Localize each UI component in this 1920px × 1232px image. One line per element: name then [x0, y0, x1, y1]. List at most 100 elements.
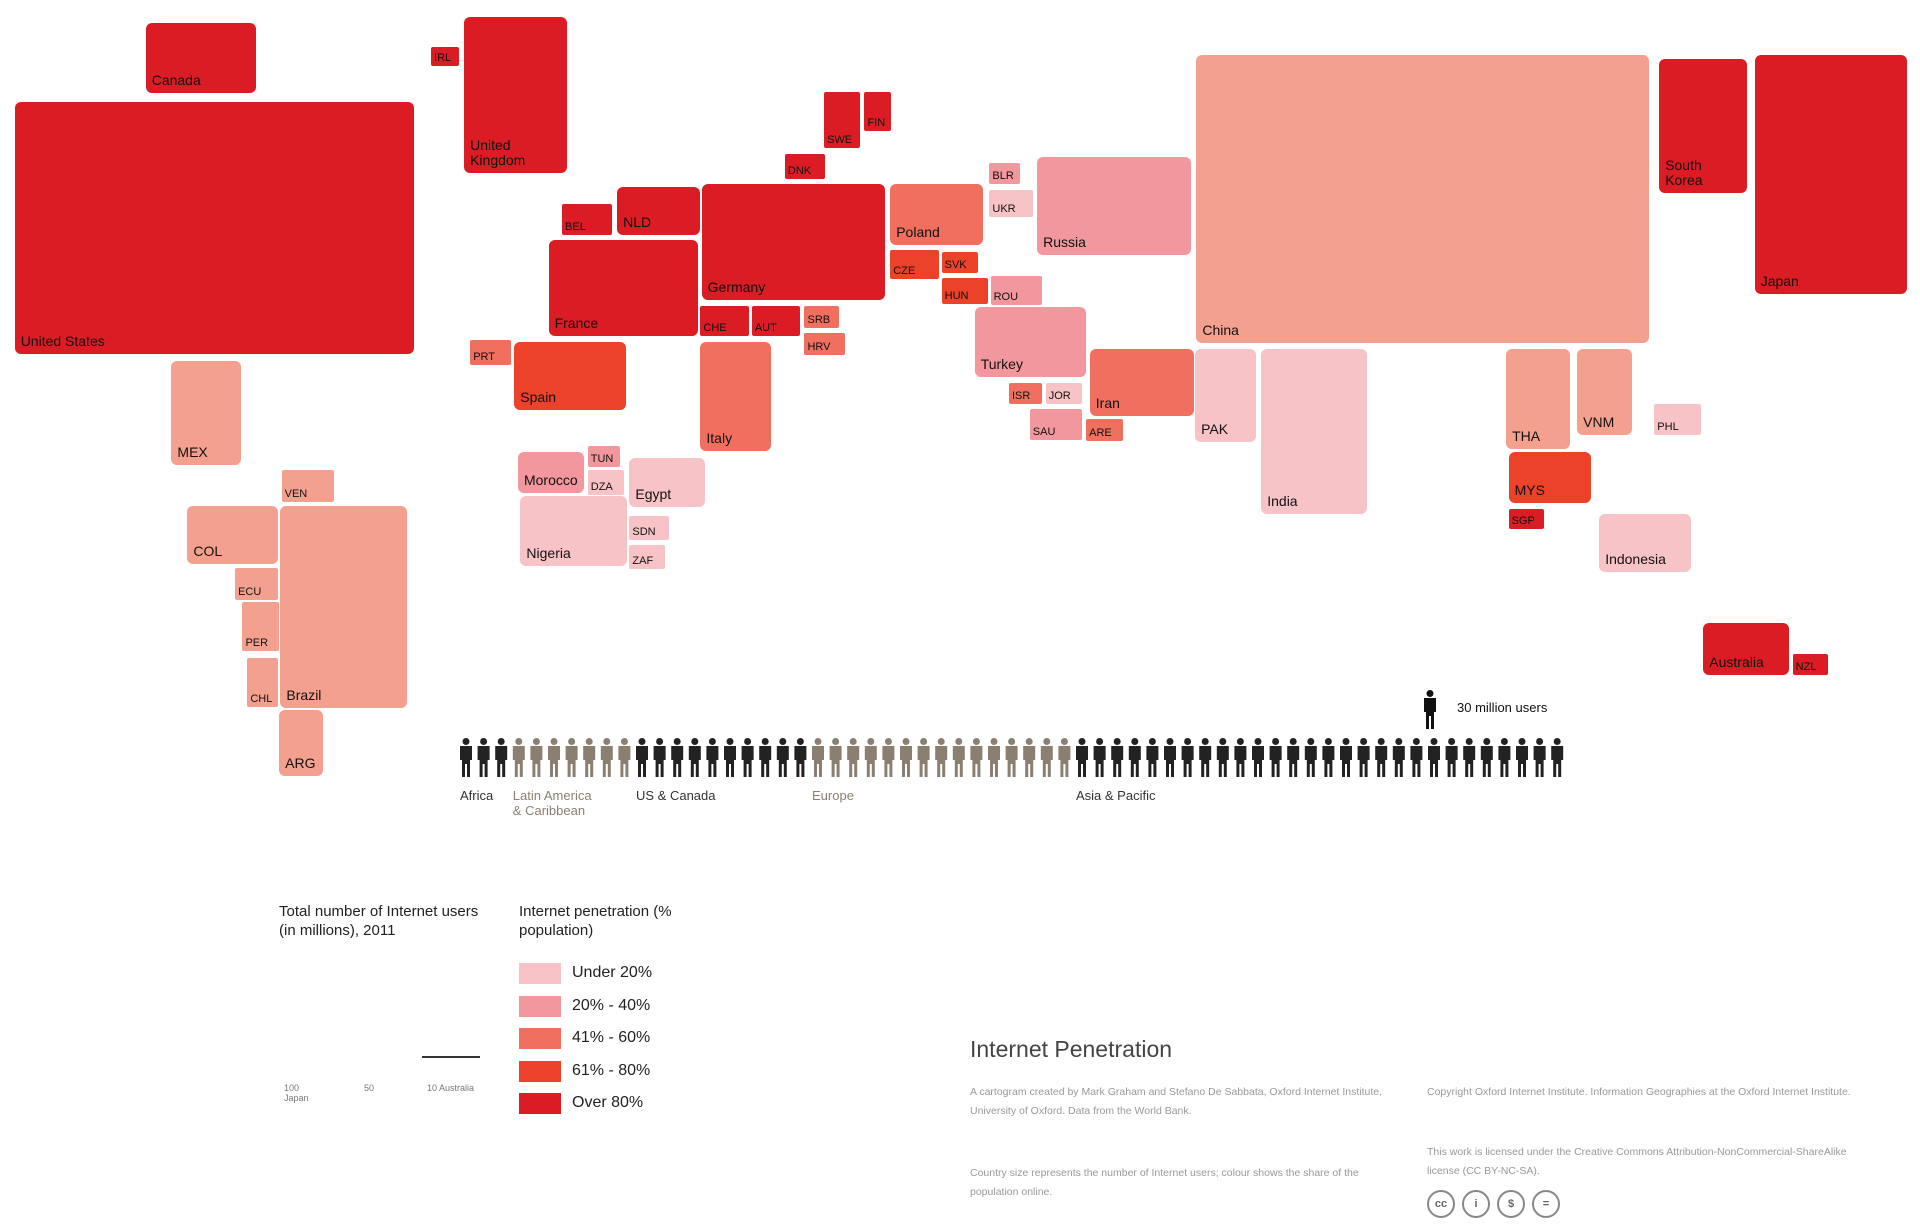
- license-text: This work is licensed under the Creative…: [1427, 1146, 1847, 1177]
- country-nzl: NZL: [1792, 653, 1829, 675]
- country-chn: China: [1196, 55, 1650, 343]
- region-label: Latin America & Caribbean: [512, 788, 592, 818]
- country-label: CHE: [703, 321, 727, 334]
- legend-label: Over 80%: [572, 1094, 644, 1111]
- country-usa: United States: [14, 101, 414, 354]
- country-label: Egypt: [635, 485, 672, 502]
- country-label: SDN: [632, 525, 656, 538]
- person-icon: [1533, 738, 1546, 777]
- region-label: Africa: [460, 788, 494, 803]
- legend-swatch: [519, 1093, 561, 1114]
- person-icon: [1128, 738, 1141, 777]
- country-label: Morocco: [523, 472, 578, 489]
- country-label: MEX: [177, 444, 208, 461]
- person-icon: [812, 738, 824, 777]
- by-icon[interactable]: i: [1462, 1190, 1490, 1218]
- size-legend-label: 100 Japan: [284, 1083, 309, 1103]
- person-icon: [1516, 738, 1528, 777]
- person-icon: [1322, 738, 1335, 777]
- person-icon: [847, 738, 860, 777]
- country-label: VEN: [284, 488, 308, 501]
- legend-swatch: [519, 1028, 561, 1049]
- person-icon: [935, 738, 948, 777]
- country-label: China: [1202, 321, 1239, 338]
- person-icon: [1340, 738, 1352, 777]
- country-label: PRT: [473, 350, 496, 363]
- country-label: India: [1267, 493, 1298, 510]
- country-label: PHL: [1657, 420, 1679, 433]
- country-dnk: DNK: [784, 154, 826, 179]
- country-label: Italy: [706, 429, 733, 446]
- country-tur: Turkey: [974, 307, 1087, 378]
- country-label: PER: [245, 637, 269, 650]
- person-icon: [1199, 738, 1212, 777]
- color-legend-title: Internet penetration (% population): [519, 903, 672, 939]
- person-icon: [636, 738, 648, 777]
- country-label: ECU: [238, 585, 262, 598]
- country-label: ARG: [285, 755, 316, 772]
- size-legend-line: [422, 1056, 480, 1058]
- country-nld: NLD: [617, 187, 701, 236]
- country-deu: Germany: [701, 183, 886, 300]
- legend-swatch: [519, 963, 561, 984]
- sa-icon[interactable]: =: [1532, 1190, 1560, 1218]
- page-title: Internet Penetration: [970, 1036, 1173, 1062]
- country-label: TUN: [590, 452, 614, 465]
- country-label: ISR: [1011, 390, 1031, 403]
- country-isr: ISR: [1008, 383, 1043, 405]
- country-svk: SVK: [941, 252, 979, 274]
- country-label: BLR: [992, 169, 1014, 182]
- person-icon: [759, 738, 772, 777]
- country-mar: Morocco: [517, 451, 585, 494]
- country-pol: Poland: [890, 183, 984, 245]
- country-fra: France: [548, 240, 698, 336]
- copyright-text: Copyright Oxford Internet Institute. Inf…: [1427, 1086, 1851, 1098]
- person-icon: [1287, 738, 1300, 777]
- country-aus: Australia: [1703, 623, 1789, 675]
- description-text: Country size represents the number of In…: [970, 1167, 1359, 1198]
- country-label: IRL: [434, 52, 452, 65]
- country-label: Turkey: [980, 356, 1023, 373]
- country-chl: CHL: [247, 657, 278, 707]
- person-icon: [1146, 738, 1159, 777]
- country-label: Poland: [896, 223, 940, 240]
- country-sdn: SDN: [629, 515, 669, 540]
- person-icon: [864, 738, 877, 777]
- person-icon: [1216, 738, 1229, 777]
- country-label: United States: [20, 332, 105, 349]
- country-label: DZA: [590, 480, 613, 493]
- country-tun: TUN: [587, 445, 620, 467]
- country-bel: BEL: [562, 204, 613, 236]
- credits-text: A cartogram created by Mark Graham and S…: [970, 1086, 1383, 1117]
- country-label: Russia: [1043, 233, 1086, 250]
- country-label: AUT: [754, 321, 777, 334]
- country-label: United Kingdom: [470, 136, 526, 168]
- person-icon: [794, 738, 807, 777]
- country-jpn: Japan: [1754, 55, 1907, 294]
- person-icon: [460, 738, 472, 777]
- country-pak: PAK: [1195, 348, 1257, 443]
- country-ukr: UKR: [989, 189, 1034, 217]
- cc-icon[interactable]: cc: [1427, 1190, 1455, 1218]
- region-label: Asia & Pacific: [1076, 788, 1156, 803]
- nc-icon[interactable]: $: [1497, 1190, 1525, 1218]
- person-icon: [706, 738, 719, 777]
- country-label: BEL: [565, 221, 586, 234]
- country-label: UKR: [992, 202, 1016, 215]
- size-legend-label: 10 Australia: [427, 1083, 475, 1093]
- country-label: CZE: [893, 265, 916, 278]
- country-label: HRV: [807, 341, 831, 354]
- country-label: SWE: [827, 134, 853, 147]
- country-label: COL: [193, 543, 223, 560]
- country-label: CHL: [250, 692, 273, 705]
- country-cze: CZE: [890, 249, 940, 280]
- country-esp: Spain: [514, 341, 626, 411]
- unit-person-icon: [1424, 690, 1436, 729]
- country-label: South Korea: [1665, 157, 1703, 189]
- person-icon: [1181, 738, 1194, 777]
- country-label: HUN: [944, 289, 969, 302]
- country-irn: Iran: [1089, 348, 1194, 417]
- person-icon: [829, 738, 842, 777]
- country-label: Iran: [1095, 395, 1120, 412]
- country-label: SVK: [944, 259, 967, 272]
